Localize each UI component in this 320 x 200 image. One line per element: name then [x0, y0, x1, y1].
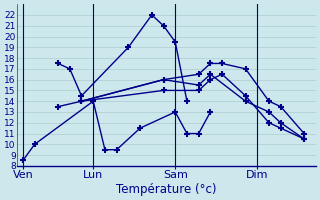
X-axis label: Température (°c): Température (°c): [116, 183, 217, 196]
